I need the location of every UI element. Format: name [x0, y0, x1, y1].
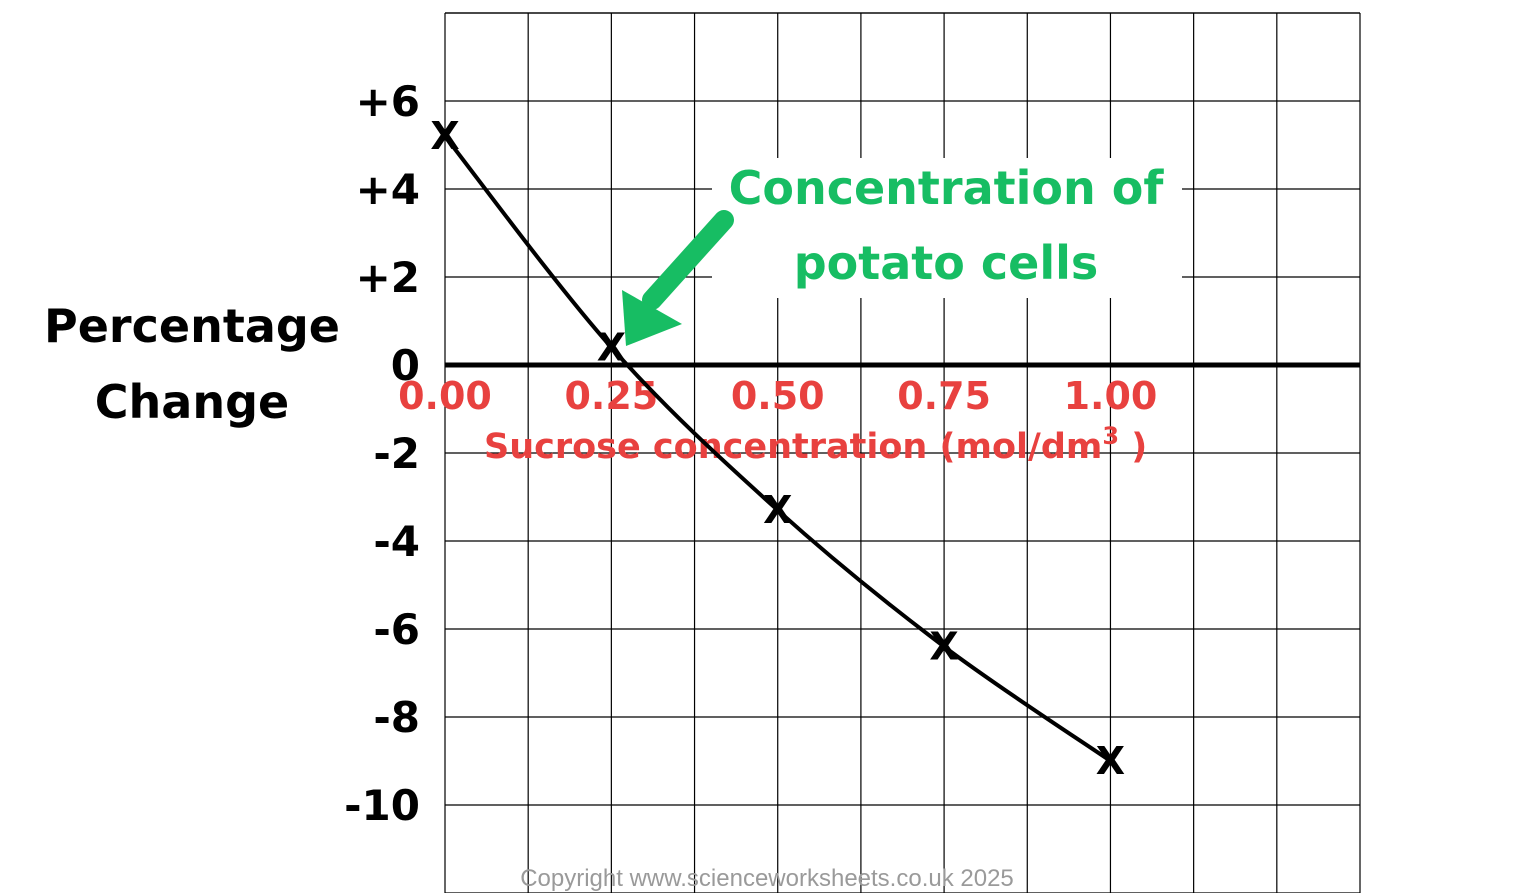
x-tick-label: 1.00 — [1064, 374, 1158, 418]
x-tick-labels: 0.00 0.25 0.50 0.75 1.00 — [398, 374, 1157, 418]
x-tick-label: 0.75 — [897, 374, 991, 418]
x-tick-label: 0.50 — [731, 374, 825, 418]
y-tick-label: +6 — [356, 77, 420, 126]
data-markers: X X X X X — [430, 114, 1125, 783]
y-tick-label: -8 — [373, 693, 420, 742]
annotation: Concentration of potato cells — [622, 158, 1182, 346]
annotation-arrow-head — [622, 290, 682, 346]
data-point-marker: X — [1096, 739, 1125, 783]
annotation-line2: potato cells — [794, 236, 1099, 290]
data-curve — [443, 134, 1112, 763]
y-tick-label: -2 — [373, 429, 420, 478]
y-tick-label: -10 — [344, 781, 420, 830]
data-point-marker: X — [597, 325, 626, 369]
y-tick-label: +4 — [356, 165, 420, 214]
data-point-marker: X — [763, 488, 792, 532]
x-tick-label: 0.00 — [398, 374, 492, 418]
y-tick-label: +2 — [356, 253, 420, 302]
annotation-arrow-shaft — [642, 210, 734, 310]
copyright-notice: Copyright www.scienceworksheets.co.uk 20… — [520, 865, 1014, 892]
y-tick-label: -4 — [373, 517, 420, 566]
y-tick-label: 0 — [391, 341, 420, 390]
x-axis-title-superscript: 3 — [1102, 422, 1119, 450]
annotation-line1: Concentration of — [729, 161, 1165, 215]
data-point-marker: X — [430, 114, 459, 158]
x-axis-title-main: Sucrose concentration (mol/dm — [484, 427, 1102, 467]
data-point-marker: X — [929, 625, 958, 669]
y-axis-title-line2: Change — [95, 375, 289, 429]
y-tick-labels: +6 +4 +2 0 -2 -4 -6 -8 -10 — [344, 77, 420, 830]
annotation-background — [712, 158, 1182, 298]
y-tick-label: -6 — [373, 605, 420, 654]
x-axis-title-suffix: ) — [1119, 427, 1147, 467]
x-axis-title: Sucrose concentration (mol/dm3 ) — [484, 422, 1147, 467]
y-axis-title-line1: Percentage — [44, 299, 340, 353]
